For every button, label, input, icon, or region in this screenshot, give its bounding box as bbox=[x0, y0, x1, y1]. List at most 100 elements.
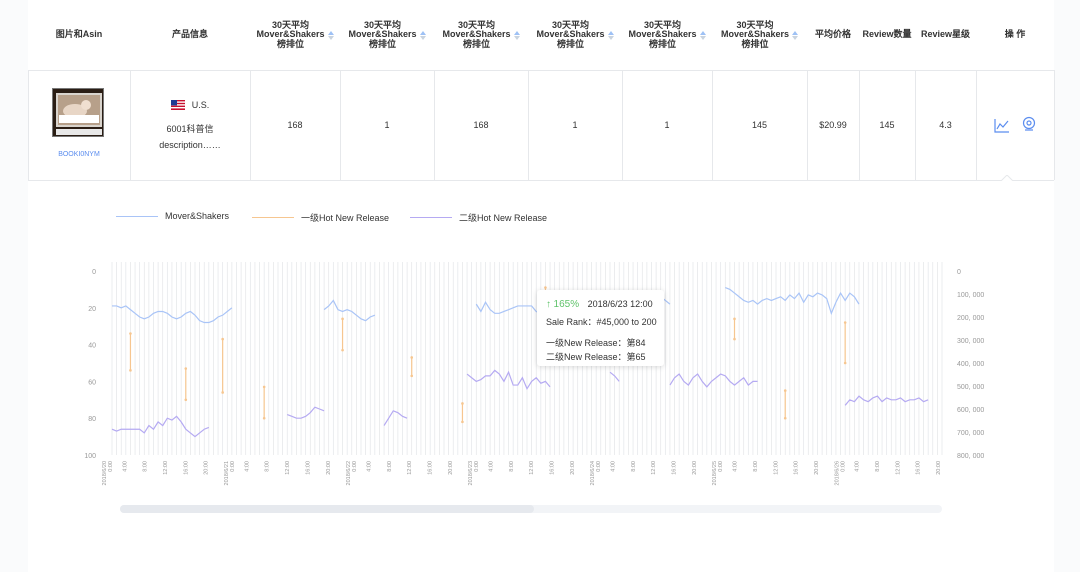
x-tick-label: 8:00 bbox=[387, 461, 393, 472]
series-line-mover-shakers bbox=[725, 287, 860, 316]
series-line-level2-hot bbox=[286, 406, 325, 419]
column-header[interactable]: 30天平均 Mover&Shakers 榜排位 bbox=[340, 0, 434, 70]
column-header[interactable]: 30天平均 Mover&Shakers 榜排位 bbox=[528, 0, 622, 70]
series-line-mover-shakers bbox=[112, 305, 233, 324]
series-line-level2-hot bbox=[669, 373, 758, 388]
column-header-label: 平均价格 bbox=[814, 29, 851, 40]
asin-link[interactable]: BOOKI0NYM bbox=[58, 151, 100, 158]
line-chart-icon[interactable] bbox=[994, 117, 1010, 133]
table-row[interactable] bbox=[28, 70, 1054, 181]
review-count: 145 bbox=[879, 120, 895, 130]
series-line-mover-shakers bbox=[323, 299, 376, 322]
x-tick-label: 20:00 bbox=[570, 461, 576, 475]
x-tick-label: 16:00 bbox=[672, 461, 678, 475]
range-endpoint bbox=[843, 321, 847, 324]
tooltip-level1: 一级New Release：第84 bbox=[546, 338, 646, 348]
x-tick-label: 2018/6/240:00 bbox=[590, 461, 602, 485]
rank-value: 168 bbox=[473, 120, 489, 130]
x-tick-label: 2018/6/200:00 bbox=[102, 461, 114, 485]
column-divider bbox=[712, 70, 713, 180]
sort-icon[interactable] bbox=[792, 30, 799, 40]
tooltip-date: 2018/6/23 12:00 bbox=[587, 299, 653, 309]
range-endpoint bbox=[410, 356, 414, 359]
range-endpoint bbox=[341, 317, 344, 321]
range-endpoint bbox=[544, 286, 547, 289]
series-line-level2-hot bbox=[383, 410, 408, 426]
x-tick-label: 4:00 bbox=[122, 461, 128, 472]
x-tick-label: 16:00 bbox=[794, 461, 800, 475]
y-tick-label-right: 600, 000 bbox=[957, 407, 984, 414]
column-header-label: 产品信息 bbox=[171, 29, 208, 40]
location-pin-icon[interactable] bbox=[1021, 116, 1037, 132]
chart-scrollbar[interactable] bbox=[120, 505, 942, 513]
legend-item-mover-shakers[interactable]: Mover&Shakers bbox=[116, 211, 229, 221]
column-header-label: 30天平均 Mover&Shakers 榜排位 bbox=[442, 19, 511, 49]
column-header[interactable]: 30天平均 Mover&Shakers 榜排位 bbox=[434, 0, 528, 70]
x-tick-label: 2018/6/260:00 bbox=[834, 461, 846, 485]
rank-value: 168 bbox=[287, 120, 303, 130]
x-tick-label: 20:00 bbox=[692, 461, 698, 475]
range-endpoint bbox=[221, 391, 224, 394]
range-endpoint bbox=[184, 398, 188, 402]
column-header: Review数量 bbox=[859, 0, 915, 70]
y-tick-label-left: 40 bbox=[88, 343, 96, 350]
x-tick-label: 4:00 bbox=[733, 461, 739, 472]
rank-value: 1 bbox=[664, 120, 670, 130]
expand-caret-icon bbox=[1001, 175, 1013, 181]
product-image[interactable] bbox=[52, 88, 104, 137]
column-header: Review星级 bbox=[915, 0, 976, 70]
us-flag-icon bbox=[170, 100, 185, 111]
x-tick-label: 8:00 bbox=[143, 461, 149, 472]
legend-swatch bbox=[252, 217, 294, 218]
legend-item-level2-hot[interactable]: 二级Hot New Release bbox=[410, 211, 547, 224]
column-header[interactable]: 30天平均 Mover&Shakers 榜排位 bbox=[250, 0, 340, 70]
x-tick-label: 4:00 bbox=[488, 461, 494, 472]
column-header: 图片和Asin bbox=[28, 0, 130, 70]
x-tick-label: 16:00 bbox=[916, 461, 922, 475]
y-tick-label-right: 200, 000 bbox=[957, 315, 984, 322]
x-tick-label: 8:00 bbox=[509, 461, 515, 472]
y-tick-label-right: 100, 000 bbox=[957, 292, 984, 299]
rank-value: 1 bbox=[572, 120, 578, 130]
sort-icon[interactable] bbox=[327, 30, 334, 40]
column-header-label: Review星级 bbox=[920, 29, 971, 40]
column-header: 产品信息 bbox=[130, 0, 250, 70]
product-description: description…… bbox=[159, 140, 221, 151]
avg-price: $20.99 bbox=[819, 120, 847, 130]
y-tick-label-left: 0 bbox=[92, 269, 96, 276]
x-tick-label: 12:00 bbox=[163, 461, 169, 475]
column-header: 平均价格 bbox=[807, 0, 859, 70]
legend-item-level1-hot[interactable]: 一级Hot New Release bbox=[252, 211, 389, 224]
x-tick-label: 12:00 bbox=[895, 461, 901, 475]
series-line-level2-hot bbox=[844, 395, 929, 406]
column-header-label: 30天平均 Mover&Shakers 榜排位 bbox=[720, 19, 790, 49]
x-tick-label: 16:00 bbox=[183, 461, 189, 475]
range-endpoint bbox=[733, 337, 736, 341]
range-endpoint bbox=[410, 374, 414, 378]
y-tick-label-left: 20 bbox=[88, 306, 96, 313]
y-tick-label-left: 100 bbox=[84, 453, 96, 460]
column-header-label: 30天平均 Mover&Shakers 榜排位 bbox=[256, 19, 325, 49]
sort-icon[interactable] bbox=[419, 30, 426, 40]
sort-icon[interactable] bbox=[607, 30, 614, 40]
column-divider bbox=[1054, 70, 1055, 180]
sort-icon[interactable] bbox=[513, 30, 520, 40]
column-header[interactable]: 30天平均 Mover&Shakers 榜排位 bbox=[712, 0, 807, 70]
column-header[interactable]: 30天平均 Mover&Shakers 榜排位 bbox=[622, 0, 712, 70]
x-tick-label: 20:00 bbox=[448, 461, 454, 475]
scrollbar-thumb[interactable] bbox=[120, 505, 534, 513]
series-line-level2-hot bbox=[111, 415, 210, 438]
column-divider bbox=[807, 70, 808, 180]
product-info-cell: U.S. 6001科普信 description…… bbox=[130, 70, 250, 180]
y-tick-label-left: 60 bbox=[88, 379, 96, 386]
x-tick-label: 20:00 bbox=[326, 461, 332, 475]
range-endpoint bbox=[783, 416, 787, 420]
sort-icon[interactable] bbox=[699, 30, 706, 40]
x-tick-label: 12:00 bbox=[773, 461, 779, 475]
x-tick-label: 4:00 bbox=[244, 461, 250, 472]
column-divider bbox=[130, 70, 131, 180]
x-tick-label: 12:00 bbox=[651, 461, 657, 475]
column-divider bbox=[28, 70, 29, 180]
range-endpoint bbox=[461, 420, 464, 424]
